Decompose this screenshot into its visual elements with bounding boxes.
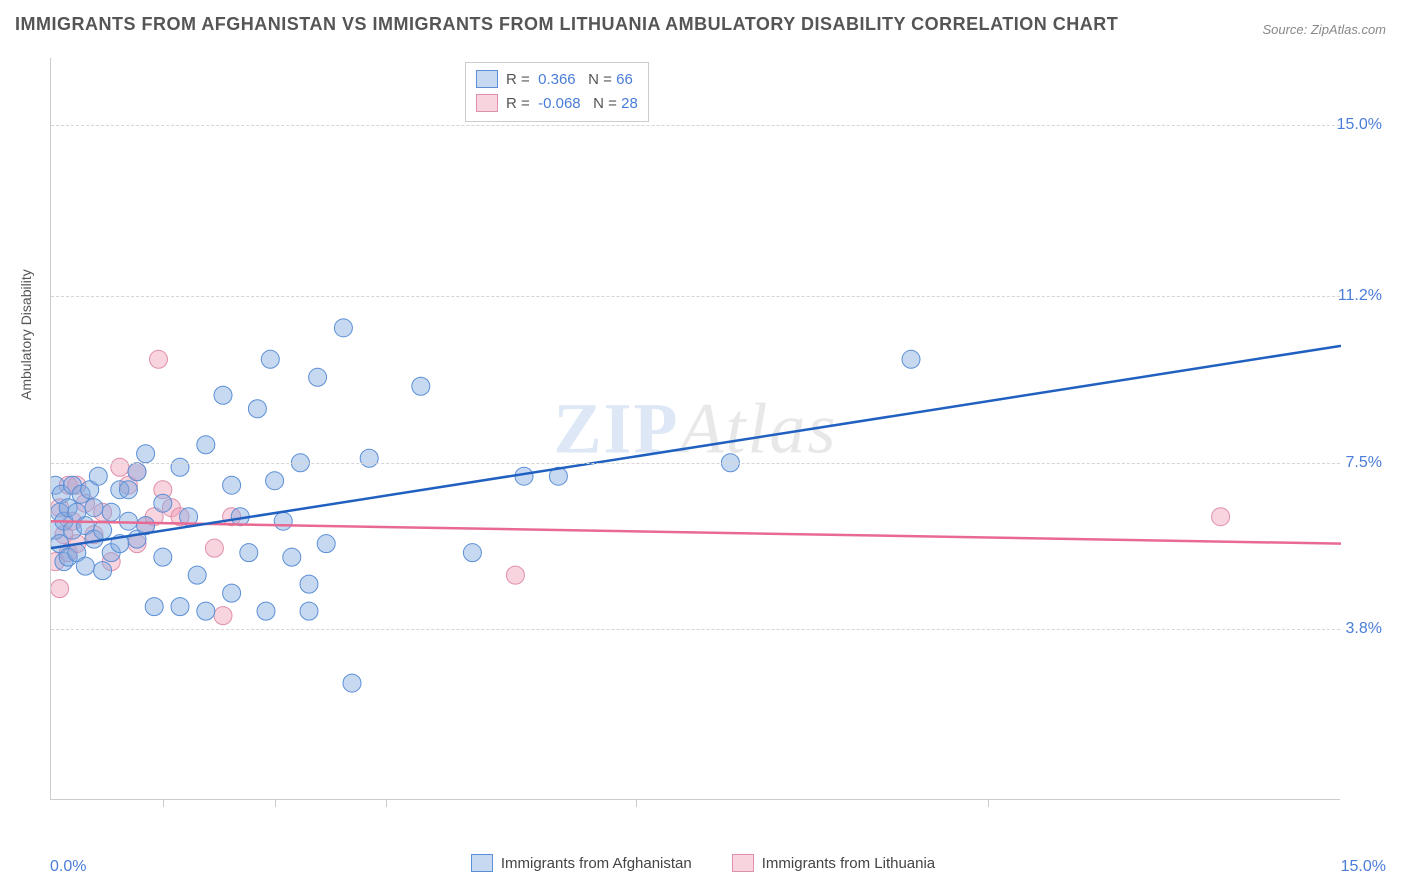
- legend-swatch: [732, 854, 754, 872]
- scatter-point-series2: [506, 566, 524, 584]
- x-tick: [636, 799, 637, 807]
- legend-stats-text: R = 0.366 N = 66: [506, 71, 633, 88]
- x-tick: [163, 799, 164, 807]
- scatter-point-series1: [223, 584, 241, 602]
- scatter-point-series1: [283, 548, 301, 566]
- scatter-point-series1: [300, 575, 318, 593]
- scatter-point-series1: [171, 458, 189, 476]
- plot-area: ZIPAtlas: [50, 58, 1340, 800]
- legend-swatch: [476, 94, 498, 112]
- x-tick: [275, 799, 276, 807]
- scatter-point-series1: [300, 602, 318, 620]
- scatter-point-series1: [102, 503, 120, 521]
- gridline-h: [51, 463, 1340, 464]
- scatter-point-series2: [205, 539, 223, 557]
- scatter-point-series2: [51, 580, 69, 598]
- y-tick-label: 3.8%: [1346, 620, 1382, 638]
- x-axis-max-label: 15.0%: [1341, 858, 1386, 876]
- series-legend-item: Immigrants from Afghanistan: [471, 854, 692, 872]
- scatter-point-series1: [214, 386, 232, 404]
- scatter-point-series1: [223, 476, 241, 494]
- series-legend-label: Immigrants from Afghanistan: [501, 855, 692, 872]
- x-tick: [988, 799, 989, 807]
- scatter-point-series1: [154, 494, 172, 512]
- scatter-point-series2: [111, 458, 129, 476]
- correlation-legend-row: R = -0.068 N = 28: [476, 91, 638, 115]
- series-legend: Immigrants from Afghanistan Immigrants fr…: [0, 854, 1406, 872]
- scatter-point-series1: [248, 400, 266, 418]
- scatter-point-series1: [137, 445, 155, 463]
- legend-stats-text: R = -0.068 N = 28: [506, 95, 638, 112]
- scatter-svg: [51, 58, 1341, 800]
- scatter-point-series1: [154, 548, 172, 566]
- trendline-series1: [51, 346, 1341, 548]
- scatter-point-series1: [317, 535, 335, 553]
- gridline-h: [51, 125, 1340, 126]
- scatter-point-series1: [274, 512, 292, 530]
- scatter-point-series1: [309, 368, 327, 386]
- scatter-point-series1: [197, 436, 215, 454]
- scatter-point-series1: [412, 377, 430, 395]
- source-attribution: Source: ZipAtlas.com: [1262, 22, 1386, 37]
- scatter-point-series1: [343, 674, 361, 692]
- scatter-point-series1: [188, 566, 206, 584]
- series-legend-item: Immigrants from Lithuania: [732, 854, 935, 872]
- scatter-point-series1: [334, 319, 352, 337]
- scatter-point-series2: [150, 350, 168, 368]
- x-tick: [386, 799, 387, 807]
- scatter-point-series1: [360, 449, 378, 467]
- scatter-point-series1: [94, 521, 112, 539]
- scatter-point-series1: [119, 481, 137, 499]
- scatter-point-series1: [463, 544, 481, 562]
- scatter-point-series2: [1212, 508, 1230, 526]
- scatter-point-series1: [902, 350, 920, 368]
- correlation-legend: R = 0.366 N = 66 R = -0.068 N = 28: [465, 62, 649, 122]
- scatter-point-series1: [266, 472, 284, 490]
- y-tick-label: 11.2%: [1338, 287, 1382, 305]
- x-axis-min-label: 0.0%: [50, 858, 86, 876]
- scatter-point-series1: [89, 467, 107, 485]
- scatter-point-series1: [128, 463, 146, 481]
- y-tick-label: 15.0%: [1337, 116, 1382, 134]
- trendline-series2: [51, 521, 1341, 543]
- scatter-point-series1: [85, 499, 103, 517]
- legend-swatch: [476, 70, 498, 88]
- scatter-point-series1: [257, 602, 275, 620]
- scatter-point-series1: [94, 562, 112, 580]
- gridline-h: [51, 296, 1340, 297]
- y-axis-label: Ambulatory Disability: [18, 269, 34, 400]
- scatter-point-series1: [261, 350, 279, 368]
- series-legend-label: Immigrants from Lithuania: [762, 855, 935, 872]
- scatter-point-series1: [240, 544, 258, 562]
- y-tick-label: 7.5%: [1346, 454, 1382, 472]
- scatter-point-series1: [197, 602, 215, 620]
- scatter-point-series2: [214, 607, 232, 625]
- legend-swatch: [471, 854, 493, 872]
- gridline-h: [51, 629, 1340, 630]
- correlation-legend-row: R = 0.366 N = 66: [476, 67, 638, 91]
- chart-title: IMMIGRANTS FROM AFGHANISTAN VS IMMIGRANT…: [15, 14, 1118, 35]
- scatter-point-series1: [171, 598, 189, 616]
- scatter-point-series1: [145, 598, 163, 616]
- scatter-point-series1: [76, 557, 94, 575]
